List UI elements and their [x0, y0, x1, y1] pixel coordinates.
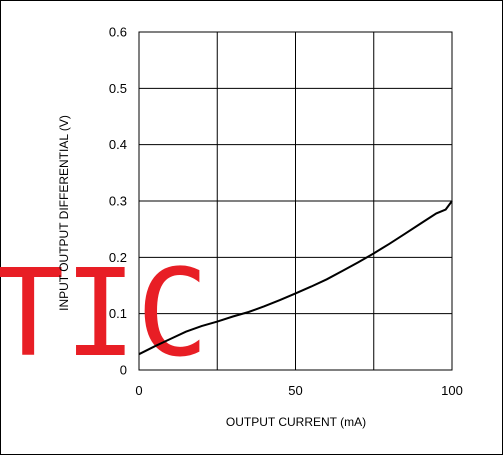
- tick-labels: 0 0.1 0.2 0.3 0.4 0.5 0.6 0 50 100: [109, 25, 463, 399]
- y-tick-label: 0: [120, 363, 127, 378]
- x-tick-label: 0: [135, 383, 142, 398]
- x-tick-label: 100: [441, 383, 463, 398]
- watermark-text: TIC: [0, 245, 209, 384]
- y-tick-label: 0.5: [109, 81, 127, 96]
- y-tick-label: 0.4: [109, 137, 127, 152]
- y-axis-label: INPUT OUTPUT DIFFERENTIAL (V): [57, 115, 71, 311]
- y-tick-label: 0.2: [109, 250, 127, 265]
- x-axis-label: OUTPUT CURRENT (mA): [226, 415, 366, 429]
- x-tick-label: 50: [288, 383, 302, 398]
- watermark: TIC: [0, 245, 209, 384]
- grid: [138, 31, 453, 371]
- series-line: [138, 200, 453, 356]
- y-tick-label: 0.6: [109, 25, 127, 40]
- y-tick-label: 0.1: [109, 306, 127, 321]
- y-tick-label: 0.3: [109, 194, 127, 209]
